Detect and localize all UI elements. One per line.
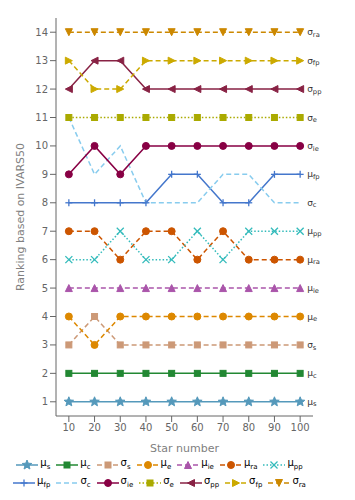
svg-text:70: 70: [217, 422, 230, 433]
html-text:σe: σe: [163, 475, 174, 489]
html-text:σfp: σfp: [249, 475, 263, 489]
svg-text:3: 3: [42, 339, 48, 350]
svg-text:1: 1: [42, 396, 48, 407]
svg-text:6: 6: [42, 254, 48, 265]
html-text:μe: μe: [160, 457, 172, 471]
svg-text:9: 9: [42, 169, 48, 180]
html-text:μpp: μpp: [287, 457, 303, 471]
svg-text:90: 90: [268, 422, 281, 433]
html-text:σie: σie: [120, 475, 134, 489]
svg-text:4: 4: [42, 311, 48, 322]
svg-text:Ranking based on IVARS50: Ranking based on IVARS50: [14, 143, 27, 291]
html-text:μra: μra: [243, 457, 258, 471]
svg-text:2: 2: [42, 368, 48, 379]
svg-text:12: 12: [35, 84, 48, 95]
svg-text:100: 100: [291, 422, 310, 433]
svg-text:σpp: σpp: [307, 84, 321, 96]
html-text:μie: μie: [201, 457, 214, 471]
html-text:μc: μc: [80, 457, 91, 471]
svg-text:50: 50: [165, 422, 178, 433]
html-text:σra: σra: [292, 475, 306, 489]
svg-text:μs: μs: [307, 397, 317, 409]
svg-text:μpp: μpp: [307, 226, 321, 238]
svg-text:14: 14: [35, 27, 48, 38]
svg-text:σc: σc: [307, 198, 317, 210]
svg-text:μc: μc: [307, 368, 317, 380]
svg-text:10: 10: [35, 140, 48, 151]
svg-text:7: 7: [42, 226, 48, 237]
svg-text:11: 11: [35, 112, 48, 123]
svg-text:80: 80: [242, 422, 255, 433]
html-text:σc: σc: [80, 475, 91, 489]
svg-text:σe: σe: [307, 113, 317, 125]
svg-text:σra: σra: [307, 27, 320, 39]
svg-text:60: 60: [191, 422, 204, 433]
svg-text:μe: μe: [307, 312, 317, 324]
svg-text:10: 10: [62, 422, 75, 433]
svg-text:Star number: Star number: [150, 442, 219, 455]
svg-text:20: 20: [88, 422, 101, 433]
svg-text:μfp: μfp: [307, 169, 319, 181]
html-text:σs: σs: [120, 457, 131, 471]
svg-text:13: 13: [35, 55, 48, 66]
html-text:μfp: μfp: [37, 475, 51, 489]
svg-text:μie: μie: [307, 283, 319, 295]
svg-text:8: 8: [42, 197, 48, 208]
svg-text:40: 40: [140, 422, 153, 433]
html-text:σpp: σpp: [203, 475, 220, 489]
html-text:μs: μs: [40, 457, 51, 471]
svg-text:σs: σs: [307, 340, 317, 352]
svg-text:σfp: σfp: [307, 56, 319, 68]
svg-text:5: 5: [42, 283, 48, 294]
svg-text:σie: σie: [307, 141, 319, 153]
svg-text:30: 30: [114, 422, 127, 433]
svg-text:μra: μra: [307, 255, 320, 267]
